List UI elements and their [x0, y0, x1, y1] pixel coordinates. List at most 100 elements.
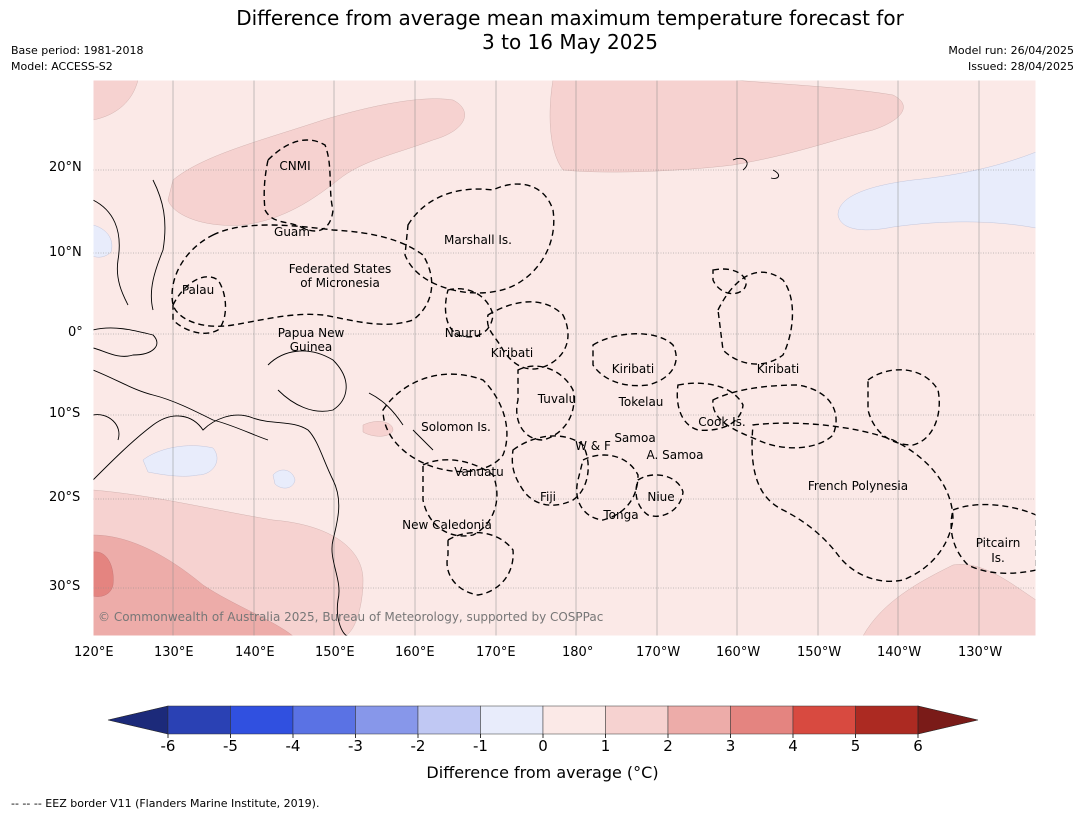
coastlines [93, 157, 780, 636]
lon-label-130e: 130°E [154, 645, 194, 660]
label-kiribati-west: Kiribati [491, 346, 533, 360]
colorbar-extend-high [917, 705, 979, 735]
label-fsm-line1: Federated States [289, 262, 391, 276]
anomaly-patch-north-central [167, 98, 465, 226]
label-nauru: Nauru [445, 326, 481, 340]
lat-label-10s: 10°S [49, 406, 81, 421]
copyright-notice: © Commonwealth of Australia 2025, Bureau… [98, 610, 603, 624]
colorbar-tick-label: -1 [473, 737, 488, 755]
cool-patch-philippines [93, 224, 113, 258]
label-pitcairn-line2: Is. [991, 551, 1005, 565]
label-marshall: Marshall Is. [444, 233, 512, 247]
label-tokelau: Tokelau [618, 395, 664, 409]
lat-label-0: 0° [68, 325, 83, 340]
issued-date: Issued: 28/04/2025 [967, 60, 1074, 73]
cool-patch-northeast [837, 151, 1036, 231]
lat-label-30s: 30°S [49, 579, 81, 594]
label-fiji: Fiji [540, 490, 556, 504]
label-png-line2: Guinea [290, 340, 333, 354]
lon-label-130w: 130°W [958, 645, 1003, 660]
label-cook-islands: Cook Is. [698, 415, 745, 429]
lon-label-160e: 160°E [395, 645, 435, 660]
label-french-polynesia: French Polynesia [808, 479, 908, 493]
label-solomon-islands: Solomon Is. [421, 420, 491, 434]
lon-label-140e: 140°E [235, 645, 275, 660]
colorbar-extend-low [107, 705, 169, 735]
colorbar-segment [292, 705, 356, 735]
label-cnmi: CNMI [279, 159, 310, 173]
colorbar-tick-label: -4 [286, 737, 301, 755]
title-line-2: 3 to 16 May 2025 [482, 30, 658, 54]
label-kiribati-east: Kiribati [757, 362, 799, 376]
anomaly-patch-southwest-warm [93, 534, 294, 636]
label-new-caledonia: New Caledonia [402, 518, 492, 532]
anomaly-patch-southwest-hot [93, 551, 114, 597]
colorbar-tick-label: -3 [348, 737, 363, 755]
label-niue: Niue [647, 490, 674, 504]
colorbar-segment [667, 705, 731, 735]
colorbar-tick-label: 3 [726, 737, 736, 755]
colorbar-tick-label: 2 [663, 737, 673, 755]
title-line-1: Difference from average mean maximum tem… [236, 6, 904, 30]
meta-left: Base period: 1981-2018 Model: ACCESS-S2 [11, 43, 143, 75]
colorbar-segment [480, 705, 544, 735]
label-wallis-futuna: W & F [575, 439, 611, 453]
colorbar-ticks: -6 -5 -4 -3 -2 -1 0 1 2 3 4 5 6 [161, 734, 923, 755]
colorbar-segment [542, 705, 606, 735]
region-labels: CNMI Guam Marshall Is. Federated States … [182, 159, 1020, 565]
label-png-line1: Papua New [278, 326, 345, 340]
colorbar-tick-label: 0 [538, 737, 548, 755]
graticule [93, 80, 1036, 636]
colorbar-segments [107, 705, 979, 735]
colorbar-segment [605, 705, 669, 735]
lon-label-180: 180° [562, 645, 594, 660]
colorbar-segment [855, 705, 919, 735]
label-guam: Guam [274, 225, 310, 239]
anomaly-patch-north-east [549, 80, 904, 173]
anomaly-patch-southeast [862, 564, 1036, 636]
label-pitcairn-line1: Pitcairn [976, 536, 1021, 550]
lon-label-160w: 160°W [716, 645, 761, 660]
colorbar-tick-label: 1 [601, 737, 611, 755]
colorbar-title: Difference from average (°C) [426, 763, 659, 782]
model-name: Model: ACCESS-S2 [11, 60, 113, 73]
lon-label-140w: 140°W [877, 645, 922, 660]
colorbar-tick-label: -6 [161, 737, 176, 755]
lon-label-170w: 170°W [636, 645, 681, 660]
base-period: Base period: 1981-2018 [11, 44, 144, 57]
colorbar: -6 -5 -4 -3 -2 -1 0 1 2 3 4 5 6 [107, 705, 979, 755]
label-tuvalu: Tuvalu [537, 392, 577, 406]
lat-label-20n: 20°N [49, 160, 82, 175]
label-kiribati-central: Kiribati [612, 362, 654, 376]
colorbar-segment [167, 705, 231, 735]
label-palau: Palau [182, 283, 214, 297]
colorbar-tick-label: -2 [411, 737, 426, 755]
label-american-samoa: A. Samoa [647, 448, 704, 462]
meta-right: Model run: 26/04/2025 Issued: 28/04/2025 [948, 43, 1074, 75]
colorbar-tick-label: 6 [913, 737, 923, 755]
label-vanuatu: Vanuatu [454, 465, 504, 479]
lat-label-10n: 10°N [49, 245, 82, 260]
lat-label-20s: 20°S [49, 490, 81, 505]
lon-label-150e: 150°E [315, 645, 355, 660]
label-fsm-line2: of Micronesia [300, 276, 380, 290]
label-tonga: Tonga [602, 508, 638, 522]
label-samoa: Samoa [614, 431, 655, 445]
lon-label-120e: 120°E [74, 645, 114, 660]
lon-label-150w: 150°W [797, 645, 842, 660]
colorbar-segment [230, 705, 294, 735]
colorbar-tick-label: 5 [851, 737, 861, 755]
map-title: Difference from average mean maximum tem… [0, 6, 1085, 54]
colorbar-tick-label: -5 [223, 737, 238, 755]
colorbar-segment [792, 705, 856, 735]
colorbar-segment [417, 705, 481, 735]
eez-footnote: -- -- -- EEZ border V11 (Flanders Marine… [11, 797, 320, 810]
lon-label-170e: 170°E [476, 645, 516, 660]
anomaly-patch-coral-sea [362, 421, 394, 437]
forecast-map: CNMI Guam Marshall Is. Federated States … [93, 80, 1036, 636]
colorbar-tick-label: 4 [788, 737, 798, 755]
colorbar-segment [730, 705, 794, 735]
model-run: Model run: 26/04/2025 [948, 44, 1074, 57]
colorbar-segment [355, 705, 419, 735]
anomaly-patch-northwest-corner [93, 80, 139, 121]
